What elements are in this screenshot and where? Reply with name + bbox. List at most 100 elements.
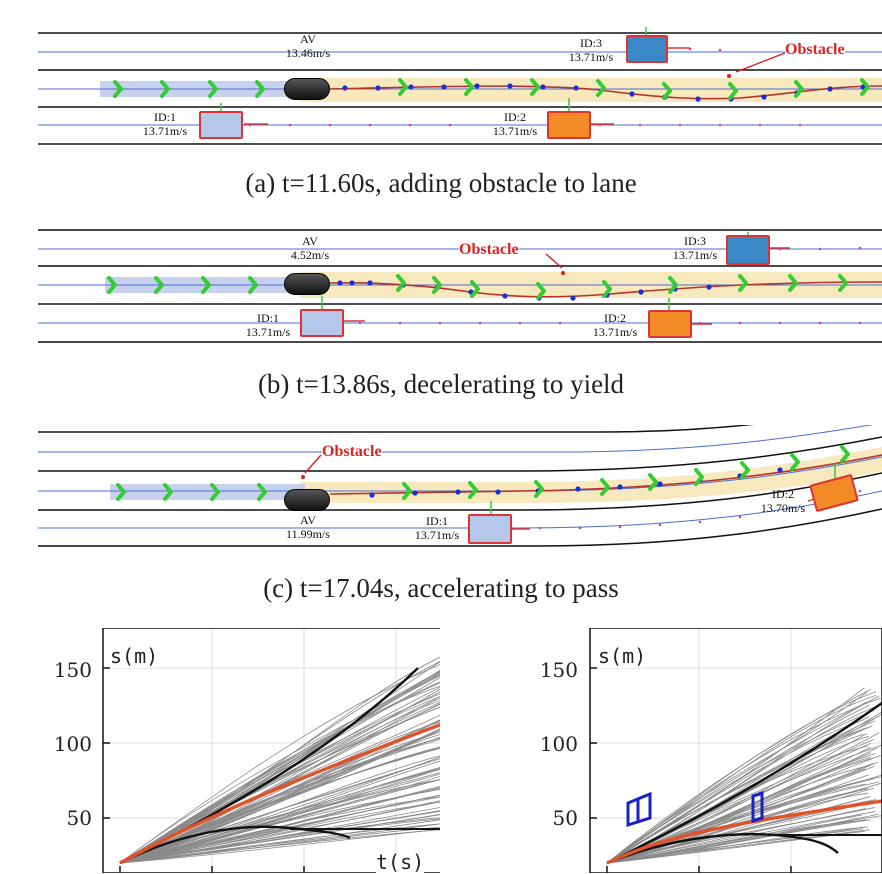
obstacle-label: Obstacle [785,41,845,59]
caption-b: (b) t=13.86s, decelerating to yield [257,369,625,399]
st-plot-right: 150 100 50 s(m) [440,628,882,873]
ytick-100: 100 [539,732,578,756]
label-av: AV 13.46m/s [258,32,358,60]
vehicle-id1 [199,111,243,139]
label-av: AV 4.52m/s [260,234,360,262]
candidate-trajectory [119,817,440,864]
vehicle-name: ID:1 [426,514,448,528]
candidate-trajectory [119,729,440,864]
vehicle-speed: 13.71m/s [492,124,538,138]
scene-c: AV 11.99m/s ID:1 13.71m/s ID:2 13.70m/s … [0,425,882,610]
ytick-50: 50 [66,806,92,830]
candidate-trajectory [119,796,440,864]
candidate-trajectory [119,681,440,864]
obstacle-label: Obstacle [459,241,519,259]
ytick-100: 100 [53,732,92,756]
candidate-trajectory [119,779,440,864]
scene-b: AV 4.52m/s ID:3 13.71m/s ID:1 13.71m/s I… [0,220,882,415]
vehicle-name: AV [300,32,316,46]
candidate-trajectory [119,767,440,864]
obstacle-label: Obstacle [322,443,382,461]
vehicle-name: ID:3 [684,234,706,248]
vehicle-name: AV [302,234,318,248]
candidate-trajectory [606,819,868,864]
candidate-trajectory [119,671,440,864]
vehicle-id1 [468,514,512,544]
vehicle-id3 [726,235,770,265]
candidate-trajectory [119,685,440,864]
candidate-trajectory [606,745,868,864]
candidate-trajectory [119,682,440,864]
candidate-trajectory [606,828,863,864]
candidate-trajectory [119,823,440,864]
candidate-trajectory [606,801,870,864]
label-id2: ID:2 13.70m/s [748,487,818,515]
ytick-150: 150 [539,658,578,682]
st-plot-right-canvas [589,628,882,873]
label-id1: ID:1 13.71m/s [233,311,303,339]
x-axis-label: t(s) [376,850,425,874]
label-id3: ID:3 13.71m/s [660,234,730,262]
vehicle-name: ID:2 [504,110,526,124]
scene-a-road [38,27,882,145]
label-id1: ID:1 13.71m/s [402,514,472,542]
candidate-trajectory [119,796,440,864]
candidate-trajectory [119,746,440,864]
vehicle-speed: 11.99m/s [286,527,330,541]
vehicle-speed: 4.52m/s [290,248,330,262]
y-axis-label: s(m) [110,644,159,668]
label-id1: ID:1 13.71m/s [130,110,200,138]
vehicle-speed: 13.71m/s [592,325,638,339]
ytick-50: 50 [552,806,578,830]
candidate-trajectory [119,818,440,864]
candidate-trajectory [119,704,440,864]
vehicle-name: ID:3 [580,36,602,50]
vehicle-id2 [547,111,591,139]
candidate-trajectory [119,758,440,864]
vehicle-speed: 13.71m/s [142,124,188,138]
vehicle-name: ID:1 [257,311,279,325]
candidate-trajectory [606,691,868,864]
vehicle-speed: 13.71m/s [672,248,718,262]
vehicle-speed: 13.71m/s [568,50,614,64]
candidate-trajectory [119,801,440,864]
caption-c: (c) t=17.04s, accelerating to pass [263,573,619,603]
candidate-trajectory [119,771,440,864]
caption-a: (a) t=11.60s, adding obstacle to lane [245,168,637,198]
av-car [284,273,330,295]
candidate-trajectory [119,773,440,864]
ytick-150: 150 [53,658,92,682]
vehicle-id2 [648,310,692,338]
label-av: AV 11.99m/s [258,513,358,541]
vehicle-speed: 13.70m/s [760,501,806,515]
vehicle-id1 [300,309,344,337]
vehicle-speed: 13.71m/s [414,528,460,542]
vehicle-name: ID:1 [154,110,176,124]
vehicle-name: ID:2 [772,487,794,501]
candidate-trajectory [119,826,440,864]
candidate-trajectory [119,696,440,864]
vehicle-speed: 13.46m/s [285,46,331,60]
y-axis-label: s(m) [598,644,647,668]
vehicle-name: AV [300,513,316,527]
st-plot-left-canvas [102,628,440,873]
candidate-trajectory [119,755,440,864]
candidate-trajectory [606,811,875,864]
vehicle-name: ID:2 [604,311,626,325]
st-plot-left: 150 100 50 s(m) t(s) [0,628,440,873]
candidate-trajectory [119,664,440,864]
vehicle-speed: 13.71m/s [245,325,291,339]
label-id3: ID:3 13.71m/s [556,36,626,64]
candidate-trajectory [119,789,440,864]
scene-a: AV 13.46m/s ID:3 13.71m/s ID:1 13.71m/s … [0,0,882,210]
av-car [284,489,330,511]
label-id2: ID:2 13.71m/s [480,110,550,138]
candidate-trajectory [606,807,875,864]
candidate-trajectory [606,709,875,864]
label-id2: ID:2 13.71m/s [580,311,650,339]
candidate-trajectory [606,701,867,864]
candidate-trajectory [606,719,864,864]
scene-b-road [38,229,882,343]
av-car [284,78,330,100]
vehicle-id3 [626,35,668,63]
